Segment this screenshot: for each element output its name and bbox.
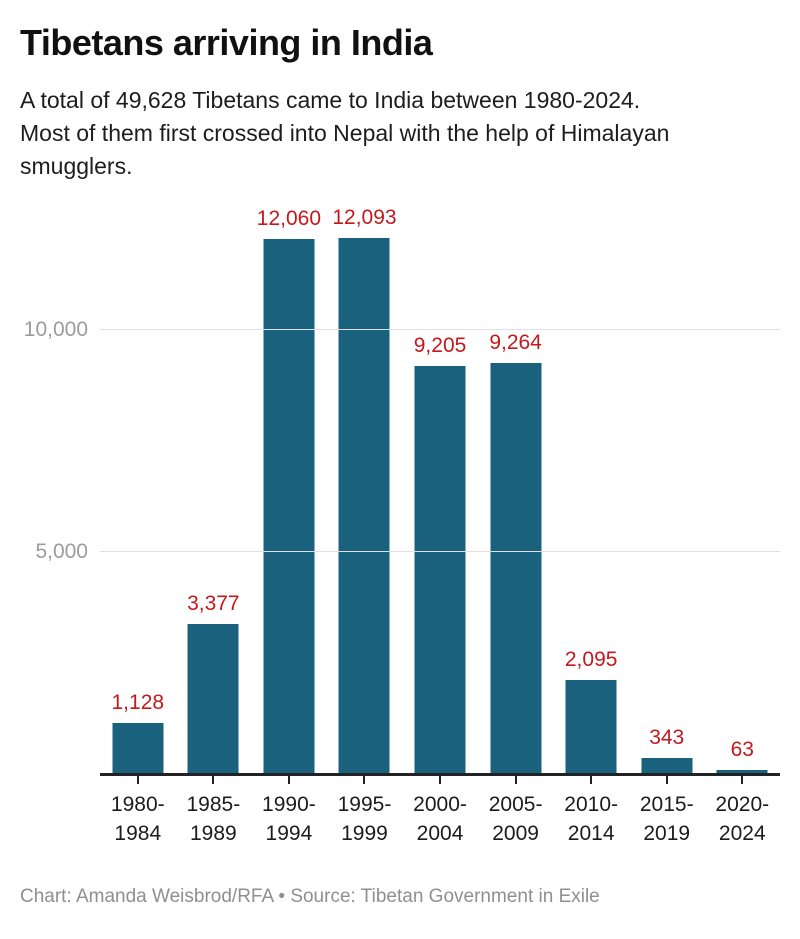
bar-column: 2,095	[553, 211, 629, 784]
bar-value-label: 343	[649, 725, 685, 749]
bar-value-label: 3,377	[187, 591, 240, 615]
bar-value-label: 12,093	[332, 205, 397, 229]
bar	[187, 623, 239, 773]
x-axis-label: 2020- 2024	[715, 793, 770, 845]
bar-column: 343	[629, 211, 705, 784]
gridline	[100, 550, 780, 552]
x-axis-tick	[212, 776, 215, 784]
y-axis-tick-label: 5,000	[35, 539, 88, 563]
bar-value-label: 1,128	[111, 691, 165, 715]
x-axis-tick	[741, 776, 744, 784]
chart-subtitle: A total of 49,628 Tibetans came to India…	[20, 84, 780, 183]
x-axis-tick	[136, 776, 139, 784]
bar-column: 9,205	[402, 211, 478, 784]
bar	[414, 365, 466, 773]
bar-value-label: 12,060	[256, 207, 322, 231]
bar-column: 63	[705, 211, 781, 784]
x-axis-tick	[665, 776, 668, 784]
chart-subtitle-line: Most of them first crossed into Nepal wi…	[20, 120, 670, 146]
bar	[565, 680, 617, 773]
x-axis-label: 2000- 2004	[413, 793, 467, 845]
x-axis-tick	[287, 776, 290, 784]
bar-value-label: 2,095	[564, 648, 618, 672]
x-axis-label: 1980- 1984	[110, 793, 165, 845]
x-axis-tick	[590, 776, 593, 784]
bar	[641, 757, 693, 773]
x-axis-tick	[514, 776, 517, 784]
chart-credit: Chart: Amanda Weisbrod/RFA • Source: Tib…	[20, 886, 600, 907]
x-axis-label: 1985- 1989	[186, 793, 241, 845]
x-axis-label: 1995- 1999	[337, 793, 392, 845]
x-axis-label: 1990- 1994	[262, 793, 316, 845]
bar-column: 3,377	[176, 211, 252, 784]
y-axis-tick-label: 10,000	[23, 318, 88, 342]
x-axis-tick	[439, 776, 442, 784]
chart-title: Tibetans arriving in India	[20, 22, 433, 63]
x-axis-labels: 1980- 1984 1985- 1989 1990- 1994 1995- 1999…	[100, 790, 780, 848]
plot-area: 1,128 3,377 12,060 12,093 9,205 9,264 2,095 343…	[24, 206, 781, 784]
bar-value-label: 9,205	[413, 333, 467, 357]
chart-subtitle-line: smugglers.	[20, 153, 133, 179]
bar-value-label: 9,264	[489, 331, 542, 355]
bar	[716, 770, 768, 773]
bar	[263, 239, 315, 773]
x-axis-label: 2015- 2019	[639, 793, 694, 845]
bar	[112, 723, 164, 773]
gridline	[100, 329, 780, 331]
x-axis-label: 2010- 2014	[564, 793, 619, 845]
x-axis-label: 2005- 2009	[488, 793, 543, 845]
bar-column: 9,264	[478, 211, 554, 784]
bar-column: 12,060	[251, 207, 327, 784]
chart-subtitle-line: A total of 49,628 Tibetans came to India…	[20, 87, 641, 113]
bar-chart: 1,128 3,377 12,060 12,093 9,205 9,264 2,095 343…	[0, 206, 800, 848]
bar	[338, 237, 390, 773]
bar-column: 12,093	[327, 206, 403, 784]
bar-columns: 1,128 3,377 12,060 12,093 9,205 9,264 2,095 343…	[100, 206, 781, 784]
bar	[490, 363, 542, 773]
bar-value-label: 63	[730, 738, 754, 762]
bar-column: 1,128	[100, 211, 176, 784]
x-axis-tick	[363, 776, 366, 784]
